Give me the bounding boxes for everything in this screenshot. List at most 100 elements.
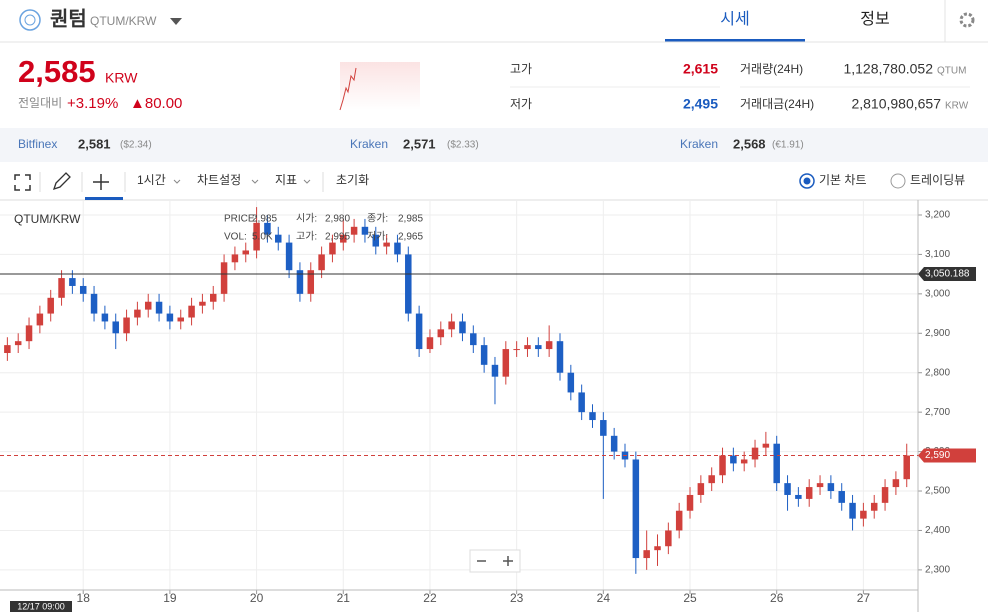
candle-body (903, 455, 910, 480)
toolbar-item[interactable]: 지표 (275, 173, 297, 187)
candle-body (632, 459, 640, 559)
x-tick-label: 27 (857, 591, 871, 605)
candle-body (231, 254, 239, 263)
candle-body (448, 321, 455, 330)
candle-body (90, 293, 98, 314)
logo-inner (24, 14, 36, 26)
exchange-price: 2,581 (78, 136, 111, 151)
stat-label: 저가 (510, 97, 532, 111)
candle-body (459, 321, 466, 334)
price-tag-label: 3,050.188 (925, 269, 970, 280)
radio-label[interactable]: 트레이딩뷰 (910, 173, 965, 187)
y-tick-label: 2,700 (925, 407, 950, 418)
candle-body (697, 483, 705, 495)
x-tick-label: 19 (163, 591, 177, 605)
candle-body (870, 502, 878, 511)
settings-icon[interactable] (959, 12, 975, 28)
y-tick-label: 3,100 (925, 249, 950, 260)
candle-body (513, 349, 520, 351)
stat-value: 2,615 (683, 61, 718, 77)
candle-body (827, 483, 835, 492)
zoom-in[interactable] (503, 556, 513, 566)
candle-body (394, 242, 401, 255)
y-tick-label: 2,900 (925, 328, 950, 339)
toolbar-item[interactable]: 초기화 (336, 173, 369, 187)
price-tag-label: 2,590 (925, 450, 950, 461)
x-tick-label: 18 (77, 591, 91, 605)
candle-body (610, 435, 618, 452)
crosshair-icon[interactable] (93, 174, 109, 190)
candle-body (654, 546, 661, 551)
logo (19, 9, 41, 31)
candle-body (329, 242, 336, 255)
candle-body (784, 483, 791, 495)
candle-body (47, 297, 54, 314)
candle-body (556, 341, 564, 373)
y-tick-label: 3,000 (925, 288, 950, 299)
info-value: 5.0K (252, 232, 273, 243)
candle-body (849, 502, 856, 519)
candle-body (166, 313, 174, 322)
price-tag (918, 448, 976, 463)
chart: 2,3002,4002,5002,6002,7002,8002,9003,000… (0, 200, 976, 612)
sparkline (339, 67, 357, 111)
stat-label: 거래대금(24H) (740, 97, 814, 111)
stat-unit: QTUM (937, 66, 966, 77)
toolbar-item[interactable]: 차트설정 (197, 173, 241, 187)
candle-body (838, 491, 845, 503)
chart-label: QTUM/KRW (14, 212, 81, 226)
info-label: 저가: (367, 231, 388, 243)
candle-body (155, 301, 163, 314)
candle-body (730, 455, 737, 464)
fullscreen-icon[interactable] (14, 174, 31, 191)
candle-body (361, 226, 369, 235)
candle-body (686, 494, 694, 511)
exchange-price: 2,568 (733, 136, 766, 151)
radio-selected[interactable] (799, 173, 815, 189)
candle-body (437, 329, 445, 338)
candle-body (405, 254, 412, 314)
candle-body (285, 242, 293, 271)
candle-body (188, 305, 195, 318)
change-pct: +3.19% (67, 95, 118, 112)
info-label: PRICE: (224, 214, 257, 225)
candle-body (134, 309, 141, 318)
interval[interactable]: 1시간 (137, 173, 166, 187)
candle-body (253, 222, 260, 251)
change-label: 전일대비 (18, 96, 62, 110)
candle-body (69, 278, 76, 286)
x-tick-label: 22 (423, 591, 437, 605)
tab-active[interactable]: 시세 (720, 10, 749, 28)
radio-label[interactable]: 기본 차트 (819, 173, 867, 187)
info-value: 2,995 (325, 232, 350, 243)
y-tick-label: 2,300 (925, 565, 950, 576)
candle-body (220, 262, 228, 294)
candle-body (719, 455, 726, 476)
candle-body (199, 301, 206, 306)
y-tick-label: 3,200 (925, 210, 950, 221)
candle-body (567, 372, 575, 393)
tab-underline (665, 39, 805, 42)
info-label: 시가: (296, 213, 317, 225)
price-unit: KRW (105, 70, 138, 86)
x-tick-label: 26 (770, 591, 784, 605)
stat-value: 2,810,980,657 (851, 96, 941, 112)
candle-body (491, 364, 499, 377)
candle-body (578, 392, 585, 413)
candle-body (708, 475, 715, 484)
candle-body (415, 313, 423, 350)
stat-value: 1,128,780.052 (843, 61, 933, 77)
candle-body (524, 345, 531, 350)
draw-icon[interactable] (52, 172, 71, 191)
radio[interactable] (890, 173, 906, 189)
dropdown[interactable] (170, 18, 182, 25)
candle-body (58, 278, 65, 298)
tab[interactable]: 정보 (860, 10, 889, 28)
zoom-control[interactable] (469, 549, 521, 573)
info-value: 2,965 (398, 232, 423, 243)
candle-body (643, 550, 650, 559)
candle-body (535, 345, 542, 350)
candle-body (340, 234, 347, 243)
candle-body (242, 250, 250, 255)
